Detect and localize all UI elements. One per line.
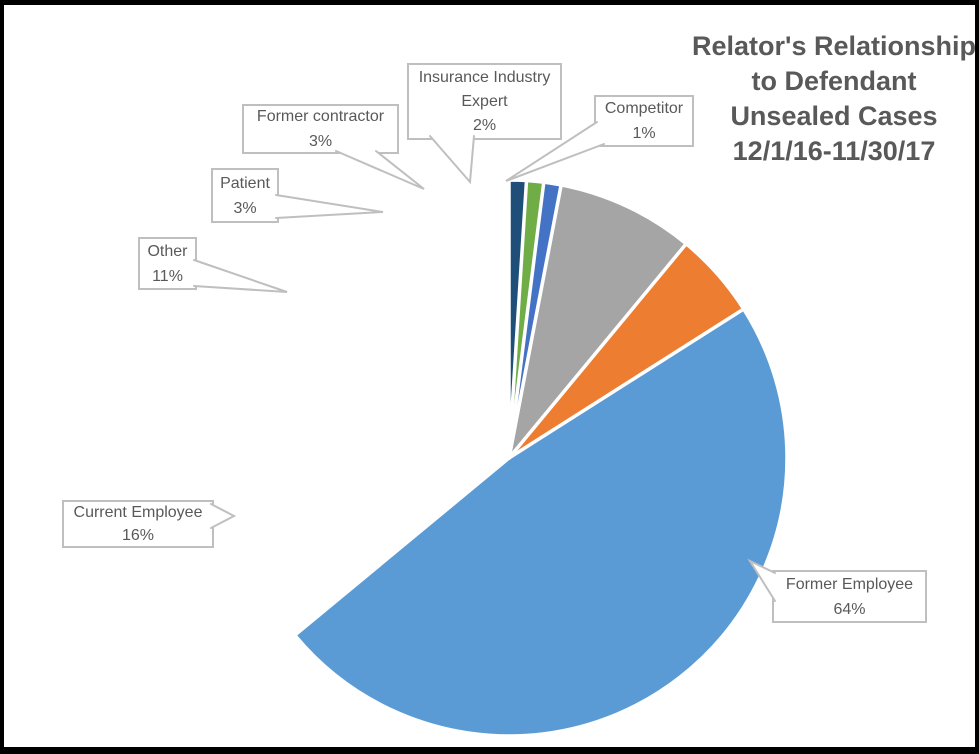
data-label-insurance-industry-expert[interactable]: Insurance Industry Expert 2% [407, 63, 562, 140]
data-label-pct: 64% [833, 600, 866, 618]
callout-tail-current-employee [210, 503, 237, 529]
callout-tail-patient [275, 194, 384, 219]
callout-tail-former-contractor [335, 150, 425, 190]
data-label-current-employee[interactable]: Current Employee 16% [62, 500, 214, 548]
data-label-patient[interactable]: Patient 3% [211, 168, 279, 223]
data-label-text: Other [147, 242, 188, 260]
data-label-former-contractor[interactable]: Former contractor 3% [242, 104, 399, 154]
chart-title-line: Relator's Relationship [692, 31, 976, 61]
data-label-text: Patient [220, 174, 270, 192]
data-label-text: Former contractor [256, 108, 385, 125]
data-label-pct: 3% [308, 133, 333, 150]
chart-title-line: 12/1/16-11/30/17 [732, 136, 936, 166]
data-label-pct: 1% [632, 125, 656, 142]
data-label-other[interactable]: Other 11% [138, 237, 197, 290]
data-label-pct: 11% [152, 267, 183, 285]
data-label-pct: 2% [472, 116, 497, 134]
data-label-pct: 16% [121, 527, 155, 544]
data-label-text: Current Employee [73, 504, 203, 521]
callout-tail-insurance-industry-expert [429, 135, 475, 185]
chart-title-line: Unsealed Cases [730, 101, 938, 131]
data-label-competitor[interactable]: Competitor 1% [594, 95, 694, 147]
data-label-text: Insurance Industry Expert [418, 68, 551, 110]
chart-title-line: to Defendant [751, 66, 917, 96]
chart-title[interactable]: Relator's Relationship to Defendant Unse… [692, 29, 976, 169]
data-label-text: Former Employee [785, 575, 914, 593]
data-label-former-employee[interactable]: Former Employee 64% [772, 570, 927, 623]
callout-tail-other [193, 259, 288, 293]
data-label-text: Competitor [604, 100, 684, 117]
data-label-pct: 3% [233, 199, 257, 217]
pie-chart [293, 178, 789, 738]
